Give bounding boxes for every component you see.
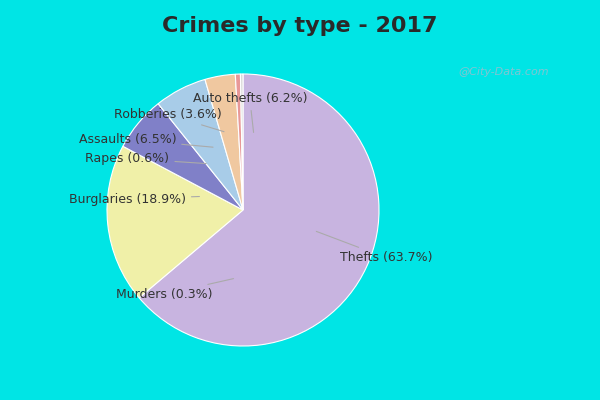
Text: Rapes (0.6%): Rapes (0.6%)	[85, 152, 206, 165]
Text: @City-Data.com: @City-Data.com	[458, 67, 550, 77]
Wedge shape	[139, 74, 379, 346]
Wedge shape	[107, 146, 243, 298]
Text: Murders (0.3%): Murders (0.3%)	[116, 279, 233, 301]
Text: Auto thefts (6.2%): Auto thefts (6.2%)	[193, 92, 307, 132]
Wedge shape	[158, 80, 243, 210]
Text: Crimes by type - 2017: Crimes by type - 2017	[162, 16, 438, 36]
Text: Robberies (3.6%): Robberies (3.6%)	[115, 108, 224, 132]
Text: Thefts (63.7%): Thefts (63.7%)	[316, 231, 432, 264]
Text: Assaults (6.5%): Assaults (6.5%)	[79, 133, 213, 147]
Wedge shape	[241, 74, 243, 210]
Wedge shape	[235, 74, 243, 210]
Text: Burglaries (18.9%): Burglaries (18.9%)	[69, 193, 199, 206]
Wedge shape	[123, 104, 243, 210]
Wedge shape	[205, 74, 243, 210]
